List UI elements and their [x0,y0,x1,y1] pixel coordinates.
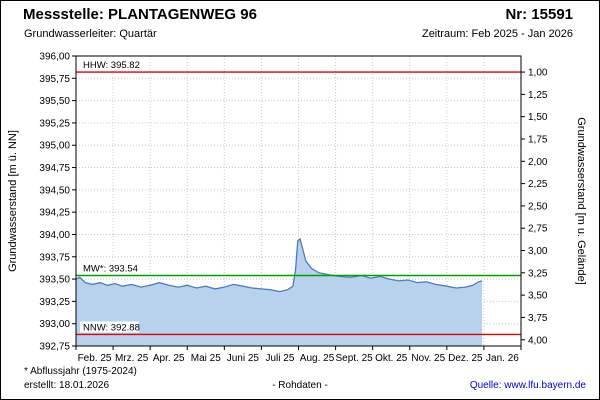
header-row-1: Messstelle: PLANTAGENWEG 96 Nr: 15591 [23,6,573,23]
right-tick-label: 1,75 [528,134,548,145]
x-tick-label: Sept. 25 [335,353,373,364]
right-tick-label: 3,00 [528,246,548,257]
x-tick-label: Juli 25 [266,353,295,364]
x-tick-label: Mai 25 [191,353,221,364]
x-tick-label: Mrz. 25 [115,353,149,364]
ref-label-bg [80,59,139,71]
left-tick-label: 393,00 [39,319,70,330]
source: Quelle: www.lfu.bayern.de [470,380,586,391]
left-tick-label: 395,50 [39,96,70,107]
period-label: Zeitraum: Feb 2025 - Jan 2026 [421,28,573,40]
right-tick-label: 4,00 [528,335,548,346]
right-tick-label: 1,50 [528,112,548,123]
groundwater-chart: 396,00 395,75 395,50 395,25 395,00 394,75 394,… [7,52,587,365]
ref-label-bg [80,262,139,274]
right-tick-label: 2,25 [528,179,548,190]
left-tick-label: 396,00 [39,52,70,63]
x-tick-label: Apr. 25 [153,353,185,364]
left-tick-label: 394,50 [39,185,70,196]
right-tick-label: 1,25 [528,90,548,101]
aquifer-label: Grundwasserleiter: Quartär [24,28,157,40]
ref-label-nnw: NNW: 392.88 [83,322,140,333]
left-tick-label: 394,75 [39,163,70,174]
series-area [76,238,483,346]
station-number: Nr: 15591 [505,6,573,23]
left-tick-label: 393,75 [39,252,70,263]
right-tick-label: 2,00 [528,157,548,168]
left-tick-label: 394,00 [39,230,70,241]
x-tick-label: Nov. 25 [411,353,445,364]
header-row-2: Grundwasserleiter: Quartär Zeitraum: Feb… [24,28,573,40]
left-tick-label: 392,75 [39,342,70,353]
x-tick-label: Dez. 25 [448,353,483,364]
series-line [75,237,483,293]
data-type-label: - Rohdaten - [272,380,328,391]
ref-label-hhw: HHW: 395.82 [83,60,140,71]
right-tick-label: 2,50 [528,201,548,212]
left-tick-label: 395,00 [39,141,70,152]
x-tick-label: Okt. 25 [375,353,408,364]
left-tick-label: 393,50 [39,275,70,286]
right-tick-label: 3,75 [528,313,548,324]
ref-label-bg [80,321,139,333]
right-tick-label: 2,75 [528,224,548,235]
footnote-abflussjahr: * Abflussjahr (1975-2024) [24,366,137,377]
x-tick-label: Juni 25 [227,353,260,364]
plot-border [75,55,522,347]
x-tick-label: Aug. 25 [300,353,335,364]
left-tick-label: 395,75 [39,74,70,85]
left-tick-label: 393,25 [39,297,70,308]
x-tick-label: Feb. 25 [78,353,112,364]
source-label: Quelle: [469,380,502,391]
right-tick-label: 3,50 [528,291,548,302]
created-date: erstellt: 18.01.2026 [24,380,110,391]
right-tick-label: 3,25 [528,268,548,279]
x-tick-label: Jan. 26 [486,353,519,364]
right-tick-label: 1,00 [528,68,548,79]
left-tick-label: 395,25 [39,118,70,129]
ref-label-mw: MW*: 393.54 [83,264,138,275]
left-tick-label: 394,25 [39,208,70,219]
left-axis-title: Grundwasserstand [m ü. NN] [7,130,19,272]
source-link[interactable]: www.lfu.bayern.de [504,380,586,391]
station-title: Messstelle: PLANTAGENWEG 96 [23,6,257,23]
right-axis-title: Grundwasserstand [m u. Gelände] [575,117,587,285]
